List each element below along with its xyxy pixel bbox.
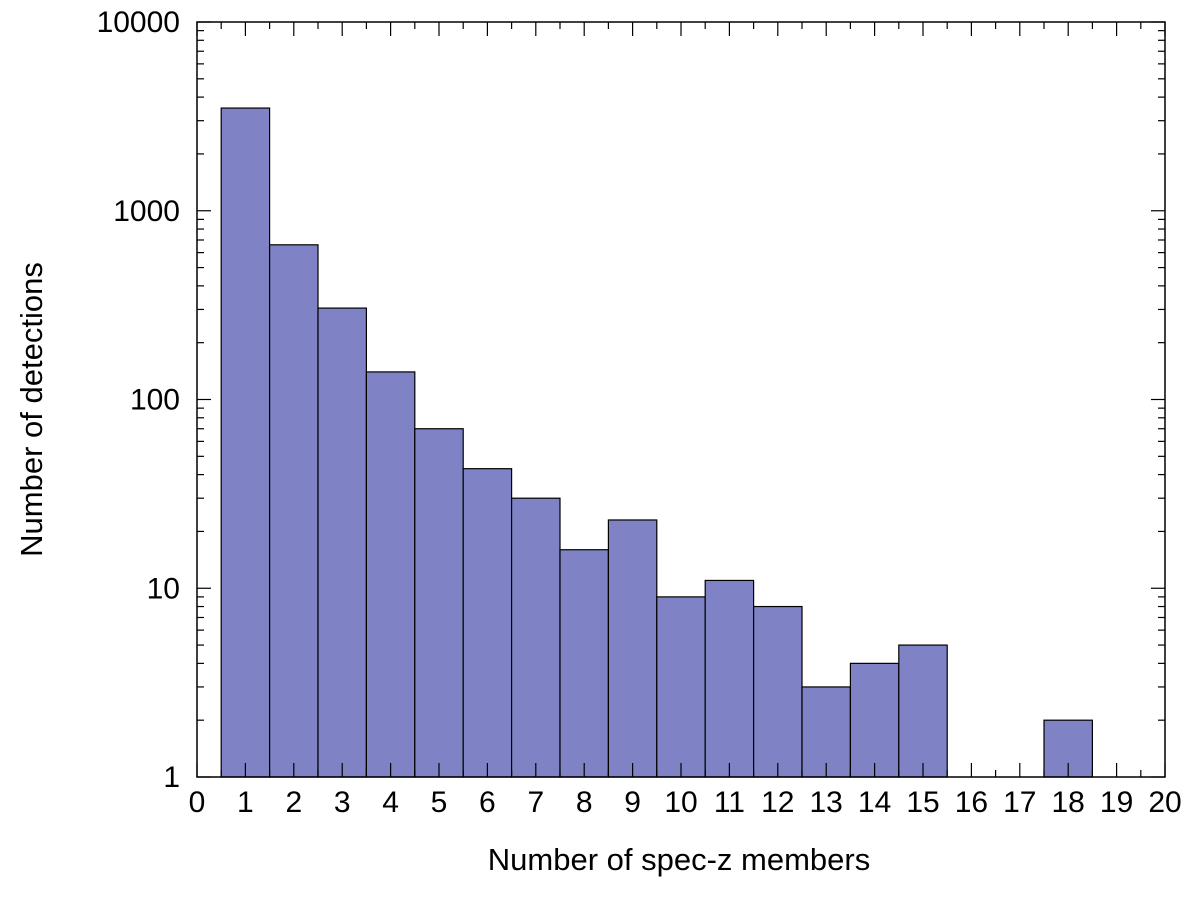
x-tick-label: 11: [714, 786, 745, 819]
bar-7: [511, 497, 561, 778]
x-tick-label: 16: [955, 786, 988, 819]
x-tick-label: 3: [334, 786, 351, 819]
bar-15: [898, 644, 948, 778]
x-tick-label: 4: [382, 786, 399, 819]
x-tick-label: 10: [664, 786, 697, 819]
x-tick-label: 5: [431, 786, 448, 819]
x-tick-label: 19: [1100, 786, 1133, 819]
x-tick-label: 13: [810, 786, 843, 819]
bar-11: [704, 579, 755, 778]
bar-2: [269, 244, 319, 778]
bar-8: [559, 549, 610, 778]
bar-10: [656, 596, 706, 778]
x-axis-title: Number of spec-z members: [488, 842, 870, 877]
bar-13: [801, 686, 852, 778]
y-tick-label: 10000: [97, 6, 180, 39]
x-tick-label: 12: [761, 786, 794, 819]
bars-group: [220, 107, 1094, 778]
x-tick-label: 14: [858, 786, 891, 819]
x-tick-label: 2: [285, 786, 302, 819]
bar-3: [317, 307, 368, 778]
x-tick-label: 6: [479, 786, 496, 819]
bar-14: [849, 662, 900, 778]
bar-6: [462, 468, 513, 778]
y-tick-label: 10: [147, 572, 180, 605]
bar-4: [365, 371, 416, 778]
x-tick-label: 7: [527, 786, 544, 819]
x-tick-label: 8: [576, 786, 593, 819]
x-tick-label: 15: [906, 786, 939, 819]
bar-12: [752, 605, 803, 778]
x-tick-label: 17: [1003, 786, 1036, 819]
tick-labels-group: 0 1 2 3 4 5 6 7 8 9 10 11 12 13 14 15 16 17 18 19 2011010010…: [97, 6, 1182, 819]
bar-5: [414, 428, 464, 778]
x-tick-label: 9: [624, 786, 641, 819]
y-tick-label: 100: [130, 384, 180, 417]
y-tick-label: 1000: [113, 195, 180, 228]
y-tick-label: 1: [163, 761, 180, 794]
x-tick-label: 1: [237, 786, 254, 819]
x-tick-label: 0: [189, 786, 206, 819]
y-axis-title: Number of detections: [14, 262, 49, 557]
ticks-group: [196, 21, 1166, 778]
bar-9: [607, 519, 658, 778]
plot-frame: [196, 21, 1166, 778]
bar-1: [220, 107, 271, 778]
x-tick-label: 18: [1052, 786, 1085, 819]
x-tick-label: 20: [1148, 786, 1181, 819]
